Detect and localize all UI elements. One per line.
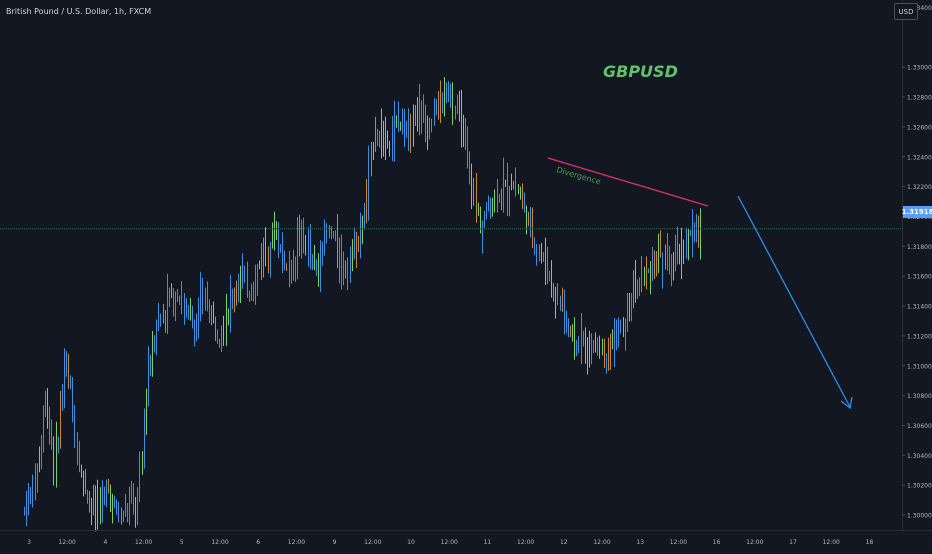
y-tick-label: 1.30600 [907,423,932,430]
x-tick-label: 12:00 [823,539,840,546]
x-tick-label: 5 [180,539,184,546]
forecast-arrow-head [840,396,853,410]
x-tick-label: 12 [560,539,568,546]
ohlc-bars [24,77,701,532]
y-tick-label: 1.33400 [907,5,932,12]
x-tick-label: 12:00 [364,539,381,546]
current-price-badge: 1.31918 [901,206,932,218]
y-tick-label: 1.32800 [907,95,932,102]
y-tick-label: 1.30200 [907,483,932,490]
y-tick-label: 1.30000 [907,513,932,520]
pair-label: GBPUSD [603,62,678,81]
x-tick-label: 16 [713,539,721,546]
y-tick-label: 1.30800 [907,393,932,400]
y-tick-label: 1.32200 [907,184,932,191]
y-tick-label: 1.30400 [907,453,932,460]
x-tick-label: 12:00 [593,539,610,546]
x-tick-label: 17 [789,539,797,546]
x-tick-label: 12:00 [59,539,76,546]
symbol-title: British Pound / U.S. Dollar, 1h, FXCM [6,7,152,16]
x-tick-label: 12:00 [211,539,228,546]
y-tick-label: 1.31800 [907,244,932,251]
chart-drawings: Divergence [0,157,902,410]
x-tick-label: 6 [256,539,260,546]
y-tick-label: 1.31400 [907,304,932,311]
x-tick-label: 12:00 [670,539,687,546]
x-tick-label: 10 [407,539,415,546]
x-tick-label: 12:00 [441,539,458,546]
x-tick-label: 12:00 [517,539,534,546]
y-tick-label: 1.31600 [907,274,932,281]
x-tick-label: 9 [333,539,337,546]
divergence-trendline [547,157,709,207]
y-tick-label: 1.32600 [907,124,932,131]
y-tick-label: 1.33000 [907,65,932,72]
x-tick-label: 3 [27,539,31,546]
x-tick-label: 12:00 [288,539,305,546]
x-tick-label: 18 [866,539,874,546]
x-tick-label: 11 [484,539,492,546]
y-tick-label: 1.31200 [907,333,932,340]
x-tick-label: 12:00 [135,539,152,546]
y-tick-label: 1.31000 [907,363,932,370]
y-tick-label: 1.32400 [907,154,932,161]
x-tick-label: 13 [636,539,644,546]
forecast-arrow [737,195,851,408]
divergence-label: Divergence [555,165,601,186]
x-tick-label: 4 [103,539,107,546]
currency-selector[interactable]: USD [894,3,918,20]
x-tick-label: 12:00 [746,539,763,546]
